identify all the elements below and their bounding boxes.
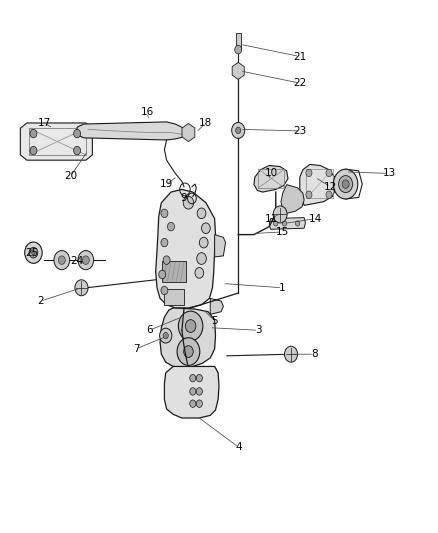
Circle shape [274, 221, 278, 226]
Polygon shape [215, 235, 226, 257]
Circle shape [82, 256, 89, 264]
Circle shape [177, 338, 200, 366]
Circle shape [232, 123, 245, 139]
Text: 19: 19 [160, 179, 173, 189]
Text: 13: 13 [383, 168, 396, 179]
Circle shape [163, 333, 168, 339]
Circle shape [159, 328, 172, 343]
Bar [306, 169, 332, 198]
Circle shape [161, 286, 168, 295]
Circle shape [196, 374, 202, 382]
Circle shape [195, 268, 204, 278]
Circle shape [326, 191, 332, 198]
Polygon shape [300, 165, 336, 205]
Bar [164, 289, 184, 305]
Text: 7: 7 [133, 344, 139, 354]
Circle shape [190, 387, 196, 395]
Circle shape [190, 400, 196, 407]
Bar [236, 33, 241, 49]
Text: 15: 15 [276, 227, 289, 237]
Circle shape [30, 130, 37, 138]
Circle shape [78, 251, 94, 270]
Text: 20: 20 [64, 171, 77, 181]
Polygon shape [160, 308, 215, 368]
Text: 1: 1 [279, 283, 286, 293]
Circle shape [54, 251, 70, 270]
Text: 5: 5 [211, 316, 218, 326]
Circle shape [295, 221, 300, 226]
Polygon shape [20, 123, 92, 160]
Circle shape [196, 400, 202, 407]
Polygon shape [77, 122, 186, 140]
Circle shape [339, 175, 353, 192]
Text: 17: 17 [38, 118, 51, 128]
Circle shape [29, 247, 38, 258]
Text: 8: 8 [311, 349, 318, 359]
Circle shape [161, 238, 168, 247]
Circle shape [183, 196, 194, 209]
Circle shape [306, 191, 312, 198]
Bar [162, 261, 186, 282]
Text: 10: 10 [265, 168, 278, 179]
Text: 14: 14 [308, 214, 321, 224]
Text: 25: 25 [25, 248, 39, 258]
Circle shape [25, 242, 42, 263]
Polygon shape [254, 165, 288, 192]
Bar [258, 169, 285, 188]
Circle shape [74, 147, 81, 155]
Circle shape [161, 209, 168, 217]
Polygon shape [210, 298, 223, 314]
Polygon shape [155, 189, 215, 308]
Circle shape [167, 222, 174, 231]
Text: 12: 12 [324, 182, 337, 192]
Circle shape [333, 169, 358, 199]
Circle shape [159, 270, 166, 279]
Text: 4: 4 [235, 442, 242, 452]
Text: 16: 16 [140, 107, 154, 117]
Circle shape [235, 45, 242, 54]
Circle shape [197, 208, 206, 219]
Circle shape [197, 253, 206, 264]
Circle shape [185, 320, 196, 333]
Circle shape [196, 387, 202, 395]
Polygon shape [164, 367, 219, 418]
Polygon shape [281, 184, 304, 213]
Text: 3: 3 [255, 325, 261, 335]
Circle shape [178, 311, 203, 341]
Circle shape [184, 346, 193, 358]
Text: 9: 9 [181, 193, 187, 204]
Circle shape [342, 180, 349, 188]
Polygon shape [232, 62, 244, 79]
Circle shape [58, 256, 65, 264]
Bar [29, 128, 86, 155]
Circle shape [326, 169, 332, 176]
Text: 18: 18 [199, 118, 212, 128]
Circle shape [163, 256, 170, 264]
Circle shape [75, 280, 88, 296]
Circle shape [285, 346, 297, 362]
Text: 11: 11 [265, 214, 278, 224]
Text: 24: 24 [71, 256, 84, 266]
Circle shape [30, 147, 37, 155]
Text: 23: 23 [293, 126, 307, 136]
Circle shape [32, 251, 35, 255]
Text: 2: 2 [38, 296, 44, 306]
Circle shape [273, 206, 287, 223]
Polygon shape [182, 124, 195, 142]
Circle shape [283, 221, 287, 226]
Circle shape [74, 130, 81, 138]
Text: 22: 22 [293, 78, 307, 88]
Circle shape [201, 223, 210, 233]
Polygon shape [269, 217, 305, 229]
Text: 21: 21 [293, 52, 307, 61]
Text: 6: 6 [146, 325, 152, 335]
Circle shape [190, 374, 196, 382]
Circle shape [306, 169, 312, 176]
Circle shape [199, 237, 208, 248]
Circle shape [236, 127, 241, 134]
